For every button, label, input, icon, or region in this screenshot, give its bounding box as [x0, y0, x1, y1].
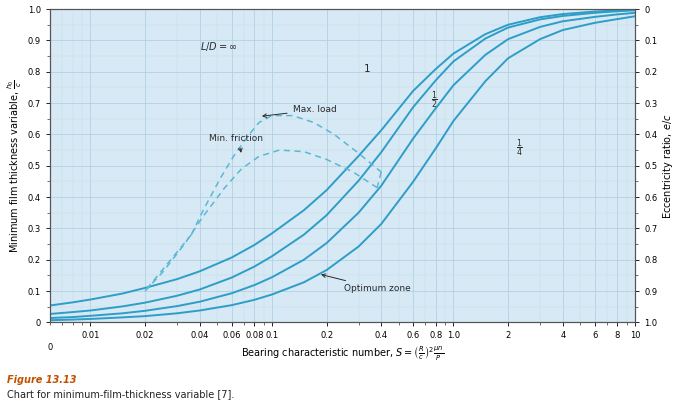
Text: $\frac{1}{2}$: $\frac{1}{2}$ — [431, 89, 438, 111]
Text: Optimum zone: Optimum zone — [322, 274, 411, 293]
Text: 0: 0 — [48, 343, 52, 352]
Text: $L/D = \infty$: $L/D = \infty$ — [200, 40, 237, 53]
Text: Max. load: Max. load — [263, 105, 336, 117]
Text: Chart for minimum-film-thickness variable [7].: Chart for minimum-film-thickness variabl… — [7, 389, 234, 399]
X-axis label: Bearing characteristic number, $S = \left(\frac{R}{c}\right)^2 \frac{\mu n}{P}$: Bearing characteristic number, $S = \lef… — [241, 345, 444, 363]
Text: 1: 1 — [364, 64, 370, 74]
Text: $\frac{1}{4}$: $\frac{1}{4}$ — [516, 138, 522, 159]
Text: Figure 13.13: Figure 13.13 — [7, 375, 76, 385]
Y-axis label: Eccentricity ratio, $e/c$: Eccentricity ratio, $e/c$ — [661, 113, 676, 219]
Y-axis label: Minimum film thickness variable, $\frac{h_0}{c}$: Minimum film thickness variable, $\frac{… — [5, 79, 24, 253]
Text: Min. friction: Min. friction — [209, 134, 263, 152]
